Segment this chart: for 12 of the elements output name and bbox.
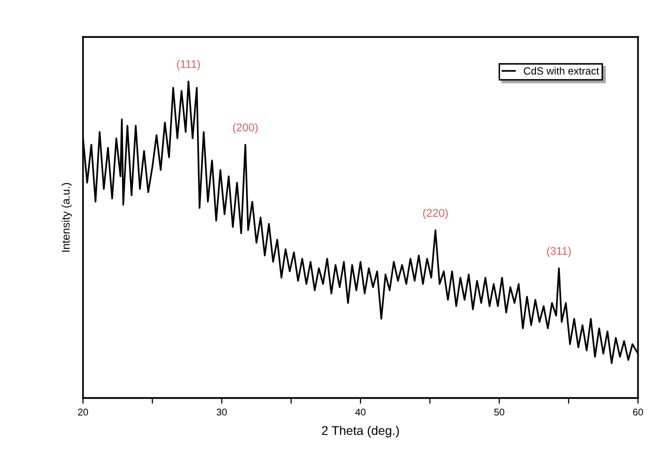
x-tick-label: 20 [78, 408, 88, 416]
x-tick-label: 30 [216, 408, 227, 416]
annotation: (200) [233, 123, 258, 134]
x-tick-label: 40 [355, 408, 366, 416]
y-axis-title: Intensity (a.u.) [62, 182, 72, 252]
x-tick-label: 50 [494, 408, 504, 416]
annotation: (311) [547, 246, 571, 258]
annotation: (111) [176, 60, 200, 70]
legend-label: CdS with extract [524, 66, 600, 75]
x-axis-title: 2 Theta (deg.) [322, 426, 399, 438]
x-tick-label: 60 [633, 408, 644, 416]
annotation: (220) [423, 208, 448, 220]
